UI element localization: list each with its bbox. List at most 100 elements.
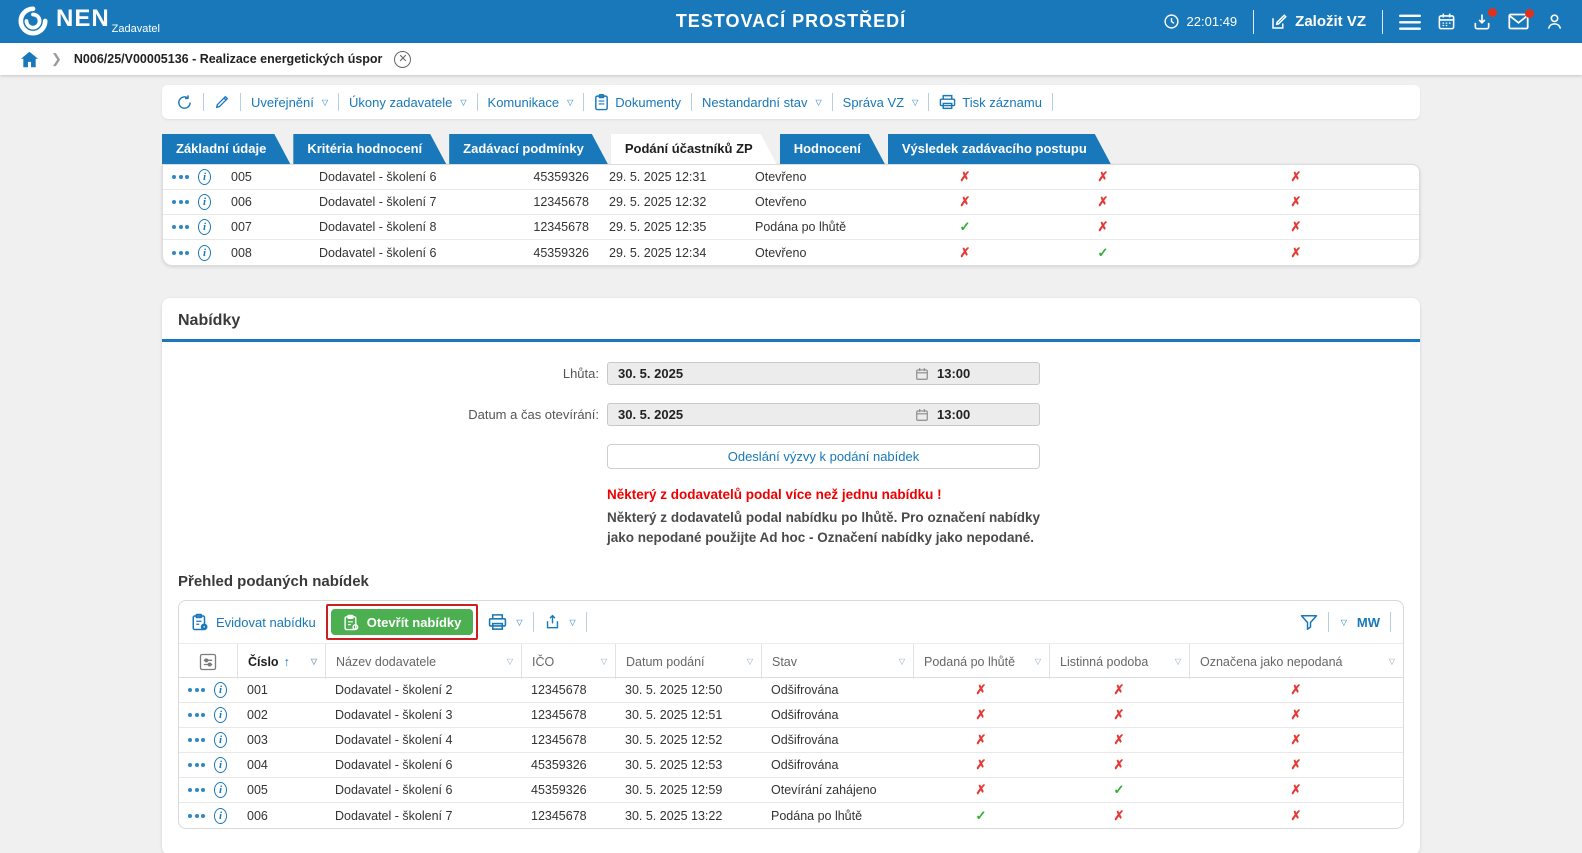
nen-logo[interactable]: NEN Zadavatel: [18, 2, 160, 42]
info-icon[interactable]: i: [214, 732, 227, 749]
tab-hodnoceni[interactable]: Hodnocení: [780, 134, 885, 164]
cell-number: 006: [247, 808, 268, 823]
send-invitation-button[interactable]: Odeslání výzvy k podání nabídek: [607, 444, 1040, 469]
menu-dokumenty[interactable]: Dokumenty: [594, 93, 681, 111]
info-icon[interactable]: i: [198, 194, 211, 210]
row-menu-icon[interactable]: [172, 200, 189, 204]
row-menu-icon[interactable]: [188, 713, 205, 718]
column-cislo[interactable]: Číslo ↑ ▽: [237, 644, 325, 680]
opening-time[interactable]: 13:00: [937, 407, 971, 422]
info-icon[interactable]: i: [198, 169, 211, 185]
calendar-button[interactable]: [1437, 12, 1456, 31]
tab-podani-ucastniku-zp[interactable]: Podání účastníků ZP: [611, 134, 777, 164]
info-icon[interactable]: i: [214, 682, 227, 699]
export-icon: [546, 614, 558, 629]
table-row[interactable]: i 006 Dodavatel - školení 7 12345678 29.…: [163, 190, 1419, 215]
filter-down-icon[interactable]: ▽: [600, 657, 607, 667]
row-menu-icon[interactable]: [172, 225, 189, 229]
print-record-button[interactable]: Tisk záznamu: [939, 94, 1042, 110]
tab-zadavaci-podminky[interactable]: Zadávací podmínky: [449, 134, 608, 164]
register-offer-button[interactable]: Evidovat nabídku: [191, 613, 316, 631]
menu-komunikace[interactable]: Komunikace ▽: [487, 94, 574, 110]
calendar-icon[interactable]: [915, 408, 929, 422]
messages-button[interactable]: [1508, 9, 1534, 30]
deadline-field[interactable]: 30. 5. 2025 13:00: [607, 362, 1040, 385]
menu-ukony-zadavatele[interactable]: Úkony zadavatele ▽: [349, 94, 467, 110]
export-button[interactable]: ▽: [544, 613, 576, 631]
close-record-icon[interactable]: ✕: [394, 50, 412, 68]
tab-zakladni-udaje[interactable]: Základní údaje: [162, 134, 290, 164]
column-podana-po-lhute[interactable]: Podaná po lhůtě ▽: [913, 644, 1049, 680]
home-icon[interactable]: [20, 51, 39, 68]
row-menu-icon[interactable]: [188, 813, 205, 818]
open-offers-button[interactable]: Otevřít nabídky: [330, 609, 474, 636]
cell-number: 006: [231, 195, 252, 209]
menu-button[interactable]: [1399, 13, 1421, 31]
breadcrumb-item[interactable]: N006/25/V00005136 - Realizace energetick…: [73, 52, 383, 66]
column-chooser-button[interactable]: [179, 644, 237, 679]
table-row[interactable]: i 001 Dodavatel - školení 2 12345678 30.…: [179, 678, 1403, 704]
menu-nestandardni-stav[interactable]: Nestandardní stav ▽: [701, 94, 822, 110]
view-badge[interactable]: MW: [1356, 614, 1380, 630]
print-table-button[interactable]: ▽: [488, 613, 523, 631]
tab-kriteria-hodnoceni[interactable]: Kritéria hodnocení: [293, 134, 446, 164]
filter-down-icon[interactable]: ▽: [1174, 657, 1181, 667]
table-row[interactable]: i 003 Dodavatel - školení 4 12345678 30.…: [179, 728, 1403, 754]
cell-date: 29. 5. 2025 12:31: [609, 170, 707, 184]
cell-supplier-name: Dodavatel - školení 3: [335, 708, 453, 723]
info-icon[interactable]: i: [214, 782, 227, 799]
column-datum-podani[interactable]: Datum podání ▽: [615, 644, 761, 680]
filter-down-icon[interactable]: ▽: [506, 657, 513, 667]
info-icon[interactable]: i: [214, 757, 227, 774]
flag-not-submitted: ✗: [1290, 782, 1302, 798]
chevron-down-icon: ▽: [460, 97, 467, 107]
row-menu-icon[interactable]: [172, 175, 189, 179]
table-row[interactable]: i 008 Dodavatel - školení 6 45359326 29.…: [163, 240, 1419, 265]
info-icon[interactable]: i: [214, 807, 227, 824]
menu-uverejneni[interactable]: Uveřejnění ▽: [251, 94, 329, 110]
filter-down-icon[interactable]: ▽: [1034, 657, 1041, 667]
column-listinna-podoba[interactable]: Listinná podoba ▽: [1049, 644, 1189, 680]
sort-asc-icon: ↑: [283, 654, 290, 669]
opening-field[interactable]: 30. 5. 2025 13:00: [607, 403, 1040, 426]
deadline-time[interactable]: 13:00: [937, 366, 971, 381]
chevron-down-icon[interactable]: ▽: [1340, 617, 1347, 627]
table-row[interactable]: i 004 Dodavatel - školení 6 45359326 30.…: [179, 753, 1403, 779]
refresh-button[interactable]: [176, 94, 193, 111]
column-oznacena-jako-nepodana[interactable]: Označena jako nepodaná ▽: [1189, 644, 1403, 680]
row-menu-icon[interactable]: [188, 763, 205, 768]
edit-record-button[interactable]: [214, 94, 230, 110]
cell-supplier-name: Dodavatel - školení 7: [319, 195, 437, 209]
downloads-button[interactable]: [1472, 7, 1497, 32]
info-icon[interactable]: i: [198, 219, 211, 235]
table-row[interactable]: i 005 Dodavatel - školení 6 45359326 30.…: [179, 778, 1403, 804]
filter-icon[interactable]: [1300, 614, 1318, 631]
filter-down-icon[interactable]: ▽: [310, 657, 317, 667]
column-stav[interactable]: Stav ▽: [761, 644, 913, 680]
flag-paper: ✗: [1097, 169, 1109, 184]
info-icon[interactable]: i: [214, 707, 227, 724]
table-row[interactable]: i 006 Dodavatel - školení 7 12345678 30.…: [179, 803, 1403, 828]
filter-down-icon[interactable]: ▽: [898, 657, 905, 667]
info-icon[interactable]: i: [198, 244, 211, 261]
table-row[interactable]: i 002 Dodavatel - školení 3 12345678 30.…: [179, 703, 1403, 729]
row-menu-icon[interactable]: [188, 738, 205, 743]
filter-down-icon[interactable]: ▽: [746, 657, 753, 667]
clipboard-gear-icon: [192, 613, 208, 631]
profile-button[interactable]: [1545, 12, 1564, 31]
row-menu-icon[interactable]: [172, 250, 189, 255]
row-menu-icon[interactable]: [188, 788, 205, 793]
calendar-icon[interactable]: [915, 367, 929, 381]
cell-supplier-name: Dodavatel - školení 7: [335, 808, 453, 823]
column-ico[interactable]: IČO ▽: [521, 644, 615, 680]
opening-date[interactable]: 30. 5. 2025: [618, 407, 684, 422]
row-menu-icon[interactable]: [188, 688, 205, 693]
tab-vysledek-zadavaciho-postupu[interactable]: Výsledek zadávacího postupu: [888, 134, 1111, 164]
column-nazev-dodavatele[interactable]: Název dodavatele ▽: [325, 644, 521, 680]
deadline-date[interactable]: 30. 5. 2025: [618, 366, 684, 381]
table-row[interactable]: i 007 Dodavatel - školení 8 12345678 29.…: [163, 215, 1419, 240]
create-vz-button[interactable]: Založit VZ: [1270, 13, 1366, 31]
filter-down-icon[interactable]: ▽: [1388, 657, 1395, 667]
menu-sprava-vz[interactable]: Správa VZ ▽: [842, 94, 919, 110]
table-row[interactable]: i 005 Dodavatel - školení 6 45359326 29.…: [163, 165, 1419, 190]
